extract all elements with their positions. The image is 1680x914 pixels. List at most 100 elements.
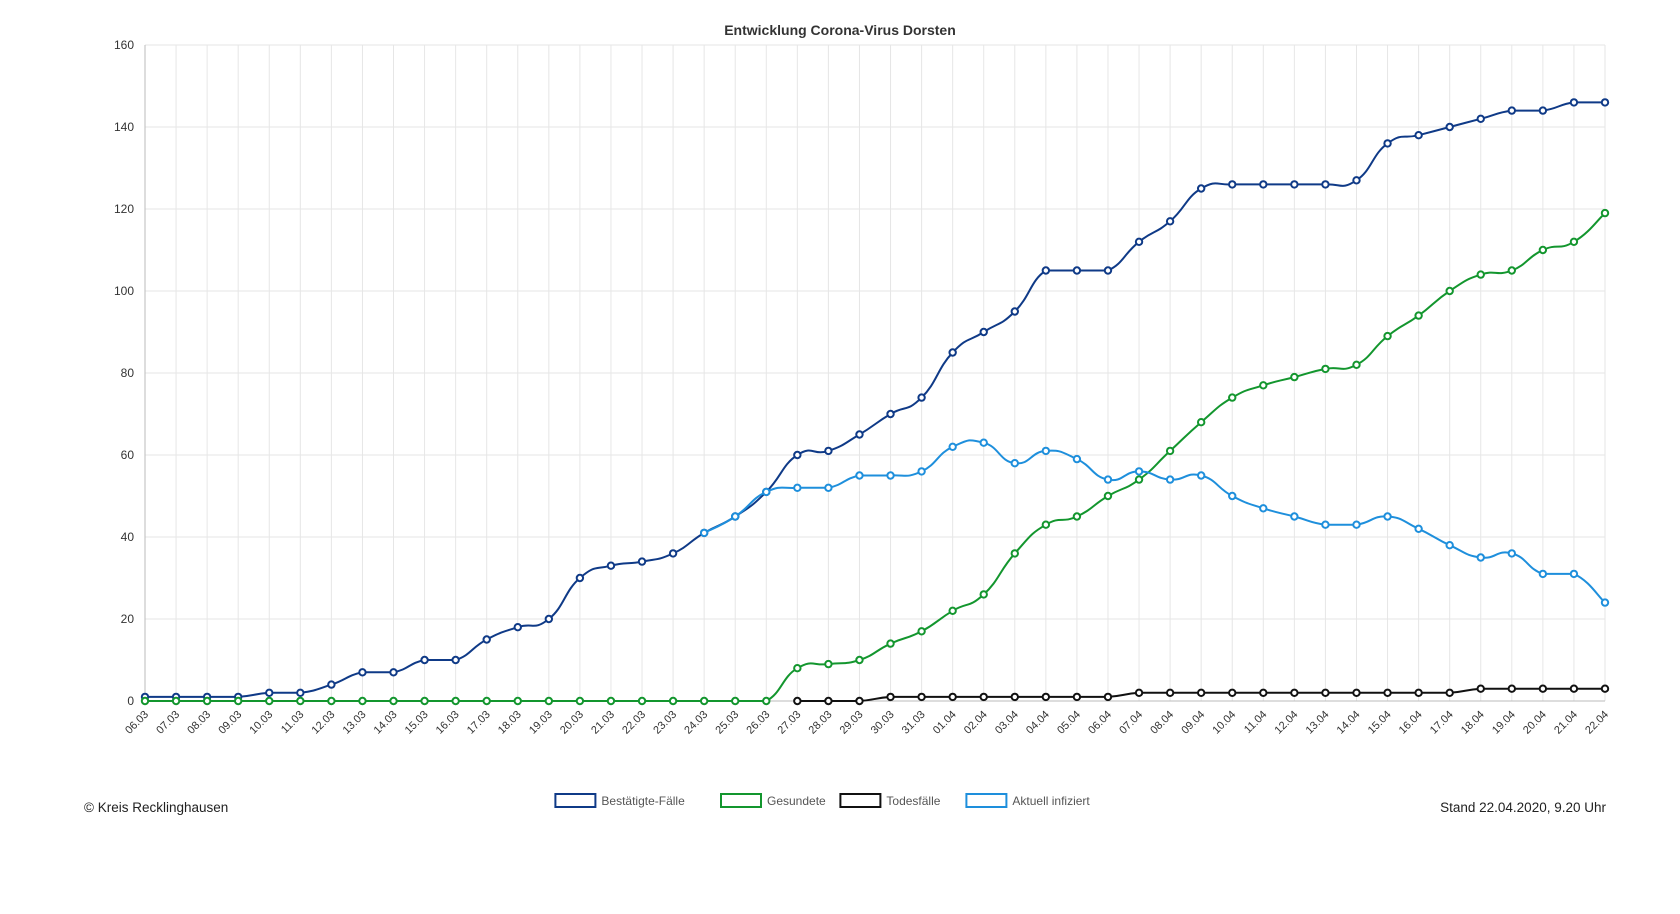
y-tick-label: 80: [121, 366, 135, 380]
x-tick-label: 24.03: [682, 709, 710, 737]
data-point: [389, 668, 398, 677]
data-point: [1290, 372, 1299, 382]
data-point: [948, 692, 957, 702]
legend-swatch: [839, 793, 882, 808]
data-point: [855, 655, 864, 665]
data-point: [327, 680, 336, 689]
legend-item: Aktuell infiziert: [965, 793, 1090, 808]
data-point: [886, 639, 895, 648]
x-tick-label: 06.04: [1086, 709, 1114, 737]
x-tick-label: 10.04: [1210, 709, 1238, 737]
data-point: [1321, 364, 1330, 374]
x-tick-label: 21.04: [1552, 709, 1580, 737]
legend-item: Gesundete: [720, 793, 826, 808]
data-point: [1476, 553, 1485, 562]
data-point: [1445, 541, 1454, 550]
x-tick-label: 20.04: [1521, 709, 1549, 737]
data-point: [1600, 98, 1610, 107]
data-point: [1196, 418, 1206, 427]
data-point: [793, 450, 802, 460]
x-tick-label: 08.03: [185, 709, 213, 737]
x-tick-label: 18.03: [496, 709, 524, 737]
data-point: [917, 627, 926, 636]
data-point: [1228, 491, 1237, 501]
x-tick-label: 20.03: [558, 709, 586, 737]
data-point: [1445, 286, 1454, 296]
data-point: [979, 692, 988, 702]
legend-label: Aktuell infiziert: [1012, 794, 1090, 808]
data-point: [451, 655, 460, 665]
data-point: [824, 659, 833, 669]
timestamp-text: Stand 22.04.2020, 9.20 Uhr: [1440, 800, 1606, 815]
data-point: [1352, 360, 1361, 369]
data-point: [1072, 266, 1082, 275]
data-point: [1383, 331, 1392, 341]
data-point: [1507, 549, 1517, 558]
data-point: [1445, 688, 1454, 697]
data-point: [1600, 684, 1610, 693]
data-point: [948, 442, 957, 451]
x-tick-label: 02.04: [962, 709, 990, 737]
data-point: [1290, 180, 1299, 189]
data-point: [1072, 692, 1082, 702]
data-point: [451, 696, 460, 706]
legend-swatch: [720, 793, 762, 808]
data-point: [1352, 688, 1361, 697]
x-tick-label: 22.04: [1583, 709, 1611, 737]
y-tick-label: 20: [121, 612, 135, 626]
data-point: [1445, 122, 1454, 132]
data-point: [948, 606, 957, 615]
legend-item: Todesfälle: [839, 793, 941, 808]
data-point: [1196, 471, 1206, 480]
x-tick-label: 07.03: [154, 709, 182, 737]
series-line: [145, 101, 1605, 698]
data-point: [420, 655, 429, 665]
data-point: [544, 696, 554, 706]
data-point: [202, 696, 212, 706]
data-point: [979, 590, 988, 599]
data-point: [358, 668, 367, 677]
data-point: [637, 557, 647, 566]
data-point: [979, 327, 988, 337]
legend: Bestätigte-Fälle Gesundete Todesfälle Aktue…: [554, 793, 1090, 808]
data-point: [824, 483, 833, 492]
data-point: [1041, 446, 1051, 456]
data-point: [575, 696, 585, 706]
x-tick-label: 19.03: [527, 709, 555, 737]
data-point: [1010, 459, 1019, 468]
x-tick-label: 15.04: [1366, 709, 1394, 737]
x-tick-label: 16.03: [434, 709, 462, 737]
data-point: [1103, 692, 1113, 702]
data-point: [1538, 569, 1548, 579]
data-point: [762, 696, 771, 706]
data-point: [513, 623, 522, 632]
data-point: [1010, 549, 1019, 558]
data-point: [1321, 688, 1330, 697]
data-point: [793, 483, 802, 492]
data-point: [1134, 237, 1144, 247]
data-point: [1383, 139, 1392, 148]
data-point: [606, 561, 616, 570]
y-tick-label: 160: [114, 38, 134, 52]
data-point: [389, 696, 398, 706]
y-tick-label: 0: [127, 694, 134, 708]
data-point: [1538, 684, 1548, 693]
data-point: [296, 696, 305, 706]
x-tick-label: 12.04: [1273, 709, 1301, 737]
x-tick-label: 16.04: [1397, 709, 1425, 737]
data-point: [327, 696, 336, 706]
x-tick-label: 04.04: [1024, 709, 1052, 737]
x-tick-label: 21.03: [589, 709, 617, 737]
data-point: [668, 549, 678, 558]
legend-item: Bestätigte-Fälle: [554, 793, 685, 808]
x-tick-label: 27.03: [776, 709, 804, 737]
data-point: [1259, 180, 1268, 189]
data-point: [171, 696, 181, 706]
data-point: [1165, 475, 1175, 484]
data-point: [1072, 512, 1082, 521]
data-point: [1321, 520, 1330, 529]
x-tick-label: 09.03: [216, 709, 244, 737]
data-point: [1414, 311, 1423, 320]
data-point: [1414, 131, 1423, 140]
y-tick-label: 120: [114, 202, 134, 216]
